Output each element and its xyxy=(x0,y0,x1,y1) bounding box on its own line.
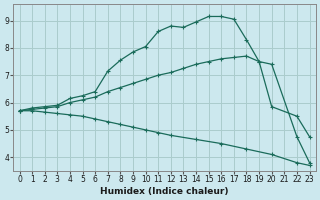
X-axis label: Humidex (Indice chaleur): Humidex (Indice chaleur) xyxy=(100,187,229,196)
